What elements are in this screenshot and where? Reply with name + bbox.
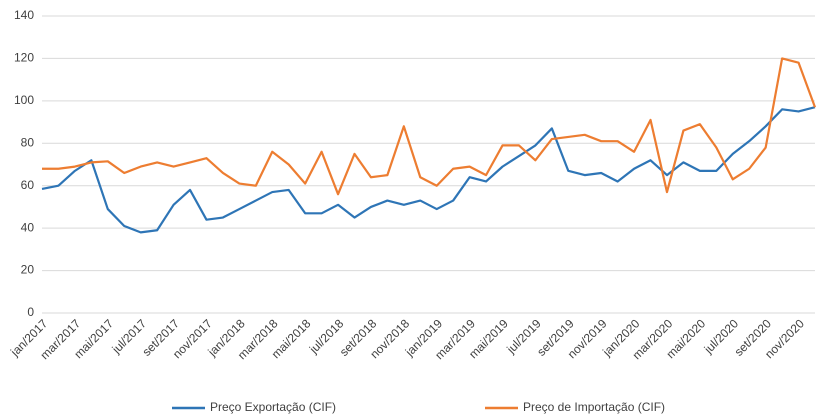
data-line bbox=[42, 57, 817, 196]
legend-label: Preço de Importação (CIF) bbox=[523, 400, 665, 414]
y-tick-label: 140 bbox=[14, 8, 34, 22]
y-tick-label: 80 bbox=[21, 135, 35, 149]
y-tick-label: 120 bbox=[14, 51, 34, 65]
y-tick-label: 20 bbox=[21, 263, 35, 277]
data-line bbox=[41, 106, 816, 234]
y-tick-label: 40 bbox=[21, 220, 35, 234]
y-tick-label: 60 bbox=[21, 178, 35, 192]
y-tick-label: 100 bbox=[14, 93, 34, 107]
y-tick-label: 0 bbox=[27, 305, 34, 319]
legend-label: Preço Exportação (CIF) bbox=[210, 400, 336, 414]
